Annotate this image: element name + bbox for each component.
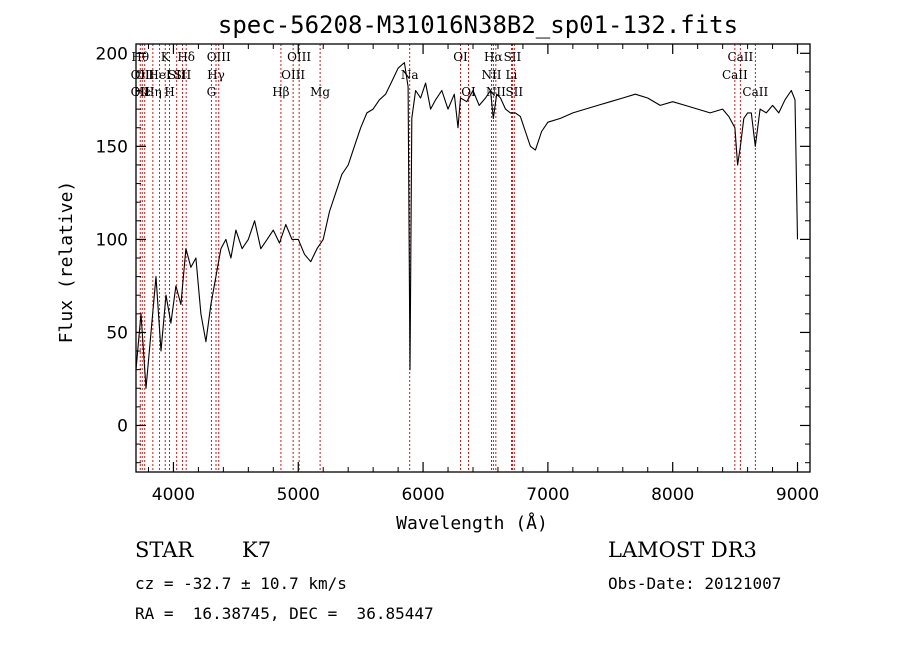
line-label: OI: [453, 50, 468, 64]
y-tick-label: 200: [96, 44, 128, 64]
line-label: SII: [168, 68, 186, 82]
x-tick-label: 9000: [776, 485, 819, 505]
series-group: [135, 62, 799, 389]
line-label: OIII: [281, 68, 305, 82]
line-label: SII: [504, 50, 522, 64]
line-label: NII: [486, 85, 506, 99]
line-label: OIII: [207, 50, 231, 64]
coordinates: RA = 16.38745, DEC = 36.85447: [135, 604, 434, 623]
line-label: H: [164, 85, 174, 99]
y-tick-label: 0: [117, 416, 128, 436]
axis-ticks: 4000 5000 6000 7000 8000 9000 0 50 100 150 200: [96, 44, 819, 505]
redshift-velocity: cz = -32.7 ± 10.7 km/s: [135, 574, 347, 593]
spectrum-line: [135, 62, 799, 389]
x-axis-label: Wavelength (Å): [396, 512, 548, 534]
object-class: STAR: [135, 538, 194, 562]
line-label: G: [207, 85, 217, 99]
y-tick-label: 150: [96, 137, 128, 157]
line-label: Na: [401, 68, 419, 82]
line-label: NII: [481, 68, 501, 82]
line-label: SII: [505, 85, 523, 99]
y-tick-label: 50: [106, 323, 128, 343]
line-label: OII: [131, 68, 151, 82]
x-tick-label: 6000: [401, 485, 444, 505]
survey-name: LAMOST DR3: [608, 538, 757, 562]
line-label: OII: [135, 68, 155, 82]
line-label: OIII: [287, 50, 311, 64]
line-label: Mg: [310, 85, 330, 99]
line-label: CaII: [727, 50, 753, 64]
line-labels: HθOIIOIIHεOIIHηHeIKHSIISIIHδGHγOIIIHβOII…: [131, 50, 769, 99]
line-label: HeI: [148, 68, 171, 82]
line-label: OII: [131, 85, 151, 99]
line-label: Hθ: [131, 50, 149, 64]
line-label: Hγ: [207, 68, 225, 82]
line-label: OI: [461, 85, 476, 99]
line-label: CaII: [742, 85, 768, 99]
x-tick-label: 5000: [277, 485, 320, 505]
y-tick-label: 100: [96, 230, 128, 250]
chart-title: spec-56208-M31016N38B2_sp01-132.fits: [218, 11, 738, 39]
line-label: Hα: [484, 50, 503, 64]
x-tick-label: 8000: [651, 485, 694, 505]
y-axis-label: Flux (relative): [56, 181, 77, 344]
line-label: Hη: [144, 85, 162, 99]
object-subclass: K7: [242, 538, 272, 562]
line-label: Li: [506, 68, 518, 82]
line-label: Hδ: [177, 50, 195, 64]
line-label: K: [161, 50, 171, 64]
x-tick-label: 4000: [152, 485, 195, 505]
line-label: CaII: [722, 68, 748, 82]
line-label: Hε: [134, 85, 151, 99]
x-tick-label: 7000: [526, 485, 569, 505]
observation-date: Obs-Date: 20121007: [608, 574, 782, 593]
line-label: SII: [174, 68, 192, 82]
line-label: Hβ: [272, 85, 289, 99]
plot-frame: [135, 43, 811, 473]
